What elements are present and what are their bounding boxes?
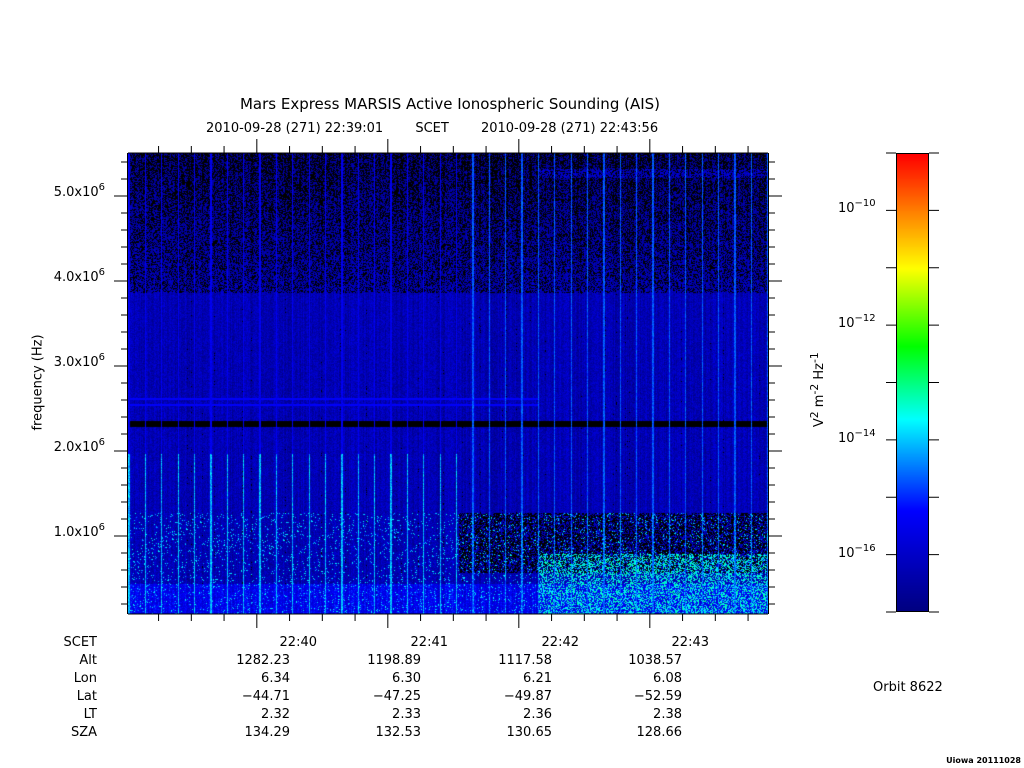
- y-tick-exponent: 6: [98, 267, 105, 278]
- row-label-lt: LT: [83, 707, 97, 722]
- row-label-alt: Alt: [79, 653, 97, 668]
- time-end: 2010-09-28 (271) 22:43:56: [480, 121, 659, 136]
- table-cell: 128.66: [636, 725, 683, 740]
- y-tick-label: 2.0x106: [25, 437, 105, 455]
- cb-tick-exp: −16: [854, 542, 876, 554]
- colorbar-title: V2 m-2 Hz-1: [808, 352, 827, 427]
- cb-tick-base: 10: [838, 430, 855, 446]
- y-tick-exponent: 6: [98, 522, 105, 533]
- cb-tick-base: 10: [838, 545, 855, 561]
- y-tick-mantissa: 1.0x10: [53, 525, 99, 540]
- colorbar: [896, 153, 929, 612]
- table-cell: 2.38: [653, 707, 682, 722]
- table-cell: 22:43: [671, 635, 709, 650]
- table-cell: 132.53: [375, 725, 422, 740]
- y-tick-mantissa: 2.0x10: [53, 440, 99, 455]
- table-cell: 1282.23: [236, 653, 290, 668]
- cb-exp: -1: [807, 352, 821, 363]
- table-cell: −49.87: [503, 689, 552, 704]
- table-cell: 22:40: [279, 635, 317, 650]
- spectrogram: [128, 153, 768, 614]
- table-cell: −52.59: [633, 689, 682, 704]
- cb-tick-exp: −14: [854, 427, 876, 439]
- cb-tick-exp: −12: [854, 313, 876, 325]
- footer-credit: Uiowa 20111028: [946, 756, 1021, 765]
- table-cell: 1117.58: [498, 653, 552, 668]
- y-tick-label: 5.0x106: [25, 182, 105, 200]
- table-cell: 22:42: [541, 635, 579, 650]
- cb-unit-m: m: [812, 394, 828, 408]
- table-cell: 6.08: [653, 671, 682, 686]
- row-label-scet: SCET: [63, 635, 97, 650]
- time-range: 2010-09-28 (271) 22:39:01 SCET 2010-09-2…: [206, 121, 686, 136]
- y-tick-mantissa: 5.0x10: [53, 185, 99, 200]
- row-label-sza: SZA: [70, 725, 97, 740]
- chart-title: Mars Express MARSIS Active Ionospheric S…: [239, 95, 661, 113]
- cb-tick-exp: −10: [854, 198, 876, 210]
- colorbar-tick-label: 10−16: [838, 543, 876, 561]
- y-tick-mantissa: 3.0x10: [53, 355, 99, 370]
- table-cell: 2.33: [392, 707, 421, 722]
- cb-unit-hz: Hz: [812, 362, 828, 380]
- table-cell: 6.30: [392, 671, 421, 686]
- row-label-lat: Lat: [76, 689, 97, 704]
- cb-unit-v: V: [812, 418, 828, 428]
- table-cell: 134.29: [244, 725, 291, 740]
- y-tick-label: 3.0x106: [25, 352, 105, 370]
- table-cell: 2.32: [261, 707, 290, 722]
- colorbar-tick-label: 10−10: [838, 198, 876, 216]
- y-tick-exponent: 6: [98, 437, 105, 448]
- table-cell: 2.36: [523, 707, 552, 722]
- table-cell: 6.21: [523, 671, 552, 686]
- time-start: 2010-09-28 (271) 22:39:01: [206, 121, 384, 136]
- cb-tick-base: 10: [838, 316, 855, 332]
- table-cell: 1198.89: [367, 653, 421, 668]
- table-cell: −47.25: [372, 689, 421, 704]
- row-label-lon: Lon: [73, 671, 97, 686]
- table-cell: 1038.57: [628, 653, 682, 668]
- y-tick-label: 4.0x106: [25, 267, 105, 285]
- y-tick-label: 1.0x106: [25, 522, 105, 540]
- cb-exp: 2: [807, 411, 821, 419]
- table-cell: 22:41: [410, 635, 448, 650]
- y-tick-mantissa: 4.0x10: [53, 270, 99, 285]
- y-tick-exponent: 6: [98, 352, 105, 363]
- table-cell: 6.34: [261, 671, 290, 686]
- table-cell: 130.65: [506, 725, 553, 740]
- table-cell: −44.71: [241, 689, 290, 704]
- time-axis-label: SCET: [415, 121, 449, 136]
- cb-tick-base: 10: [838, 201, 855, 217]
- orbit-label: Orbit 8622: [873, 680, 943, 695]
- colorbar-tick-label: 10−14: [838, 428, 876, 446]
- colorbar-tick-label: 10−12: [838, 313, 876, 331]
- cb-exp: -2: [807, 383, 821, 395]
- y-axis-title: frequency (Hz): [30, 334, 46, 431]
- y-tick-exponent: 6: [98, 182, 105, 193]
